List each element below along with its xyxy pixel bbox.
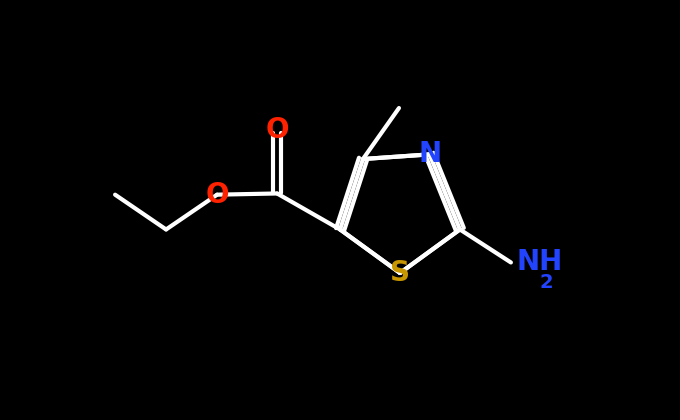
Text: O: O xyxy=(205,181,229,209)
Text: NH: NH xyxy=(517,249,563,276)
Text: O: O xyxy=(265,116,289,144)
Text: N: N xyxy=(418,140,441,168)
Text: S: S xyxy=(390,259,410,287)
Text: 2: 2 xyxy=(540,273,554,292)
